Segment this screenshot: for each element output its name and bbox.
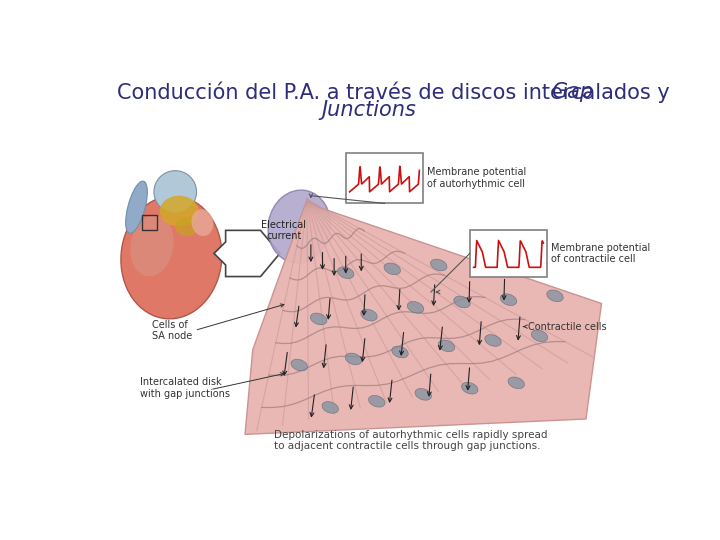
Ellipse shape <box>546 290 563 302</box>
Text: Contractile cells: Contractile cells <box>528 322 606 332</box>
Ellipse shape <box>415 388 431 400</box>
Ellipse shape <box>438 340 455 352</box>
Text: Gap: Gap <box>551 82 593 102</box>
Polygon shape <box>245 200 601 434</box>
Ellipse shape <box>192 209 213 236</box>
Ellipse shape <box>291 359 307 371</box>
Ellipse shape <box>130 215 174 276</box>
Ellipse shape <box>454 296 470 308</box>
Text: Electrical
current: Electrical current <box>261 220 306 241</box>
Ellipse shape <box>485 335 501 346</box>
Ellipse shape <box>531 330 548 342</box>
Ellipse shape <box>500 294 517 306</box>
Text: Membrane potential
of autorhythmic cell: Membrane potential of autorhythmic cell <box>427 167 526 189</box>
Ellipse shape <box>121 196 222 319</box>
Ellipse shape <box>477 258 493 269</box>
Ellipse shape <box>361 309 377 321</box>
Ellipse shape <box>160 195 199 226</box>
Bar <box>346 153 423 204</box>
Ellipse shape <box>508 377 524 389</box>
Text: Junctions: Junctions <box>322 100 416 120</box>
Ellipse shape <box>322 402 338 413</box>
Text: Intercalated disk
with gap junctions: Intercalated disk with gap junctions <box>140 377 230 399</box>
Ellipse shape <box>154 171 197 213</box>
Text: Conducción del P.A. a través de discos intercalados y: Conducción del P.A. a través de discos i… <box>117 82 677 103</box>
Ellipse shape <box>175 217 199 236</box>
Ellipse shape <box>338 267 354 279</box>
Text: Cells of
SA node: Cells of SA node <box>152 320 192 341</box>
Polygon shape <box>214 231 280 276</box>
Ellipse shape <box>384 263 400 275</box>
Ellipse shape <box>268 190 330 263</box>
Ellipse shape <box>392 346 408 358</box>
Text: Depolarizations of autorhythmic cells rapidly spread
to adjacent contractile cel: Depolarizations of autorhythmic cells ra… <box>274 430 548 451</box>
Ellipse shape <box>126 181 148 233</box>
Ellipse shape <box>408 301 424 313</box>
Bar <box>469 231 547 276</box>
Ellipse shape <box>431 259 447 271</box>
Ellipse shape <box>462 382 478 394</box>
Ellipse shape <box>523 255 540 267</box>
Ellipse shape <box>346 353 361 365</box>
Bar <box>142 215 158 231</box>
Text: Membrane potential
of contractile cell: Membrane potential of contractile cell <box>551 242 650 264</box>
Ellipse shape <box>310 313 327 325</box>
Ellipse shape <box>369 395 385 407</box>
